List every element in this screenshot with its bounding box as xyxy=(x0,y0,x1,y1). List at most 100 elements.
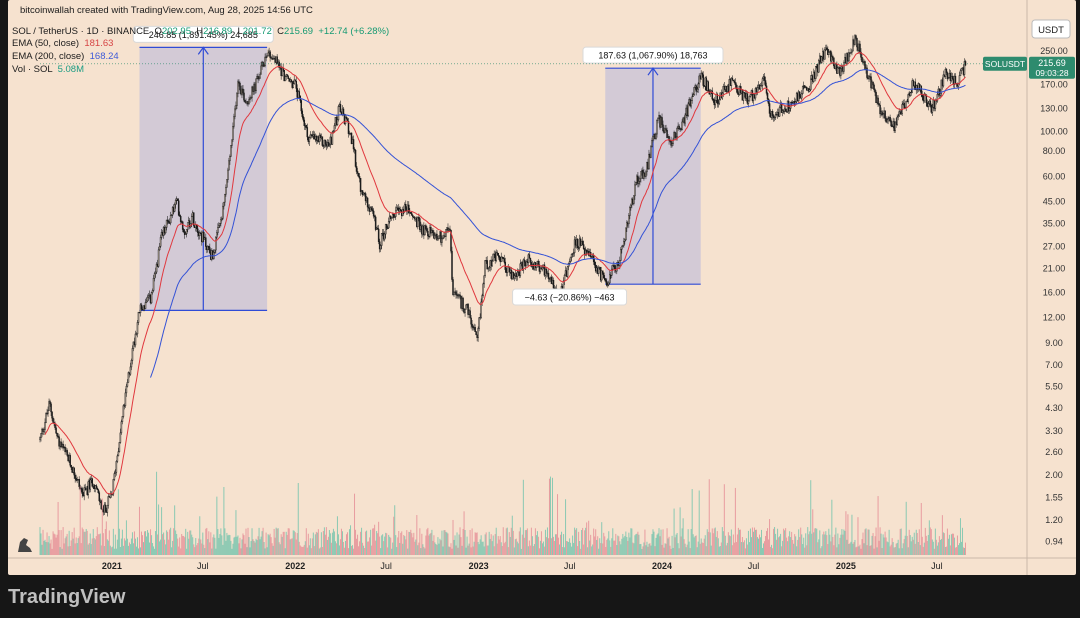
volume-bar xyxy=(838,544,840,555)
candle xyxy=(377,228,380,243)
ema50-legend[interactable]: EMA (50, close) 181.63 xyxy=(12,38,113,49)
symbol-title[interactable]: SOL / TetherUS · 1D · BINANCE xyxy=(12,26,150,37)
candle xyxy=(850,51,852,54)
candle xyxy=(48,401,50,411)
candle xyxy=(650,146,652,158)
volume-bar xyxy=(374,524,376,555)
volume-bar xyxy=(854,539,856,555)
volume-bar xyxy=(176,533,178,555)
volume-legend[interactable]: Vol · SOL 5.08M xyxy=(12,64,84,75)
volume-bar xyxy=(155,531,157,555)
volume-bar xyxy=(233,537,235,555)
volume-bar xyxy=(98,534,100,555)
volume-bar xyxy=(443,530,445,555)
volume-bar xyxy=(701,542,703,555)
volume-bar xyxy=(406,530,408,555)
volume-bar xyxy=(744,548,746,555)
measure-label: 246.85 (1,891.45%) 24,685 xyxy=(149,30,258,40)
volume-bar xyxy=(783,528,785,555)
volume-bar xyxy=(389,536,391,555)
candle xyxy=(462,297,464,309)
candle xyxy=(424,225,426,236)
price-tick-label: 9.00 xyxy=(1045,338,1063,348)
volume-bar xyxy=(524,530,526,555)
volume-bar xyxy=(483,546,485,555)
candle xyxy=(910,91,912,94)
volume-bar xyxy=(943,533,945,555)
volume-bar xyxy=(572,535,574,555)
volume-bar xyxy=(737,527,739,555)
candle xyxy=(756,87,759,93)
volume-bar xyxy=(857,517,859,555)
volume-bar xyxy=(344,540,346,555)
volume-bar xyxy=(611,538,613,555)
volume-bar xyxy=(644,529,646,555)
candle xyxy=(899,111,901,115)
volume-bar xyxy=(446,532,448,555)
last-price-value: 215.69 xyxy=(1038,58,1066,68)
candle xyxy=(57,435,59,438)
volume-bar xyxy=(846,539,848,555)
candle xyxy=(606,281,608,286)
volume-bar xyxy=(651,534,653,555)
candle xyxy=(227,169,229,180)
volume-bar xyxy=(888,529,890,555)
volume-bar xyxy=(240,548,242,555)
volume-bar xyxy=(549,476,551,555)
candle xyxy=(590,256,593,258)
volume-bar xyxy=(839,537,841,555)
candle xyxy=(478,317,480,329)
volume-bar xyxy=(827,544,829,555)
volume-bar xyxy=(205,528,207,555)
volume-bar xyxy=(862,532,864,555)
volume-bar xyxy=(194,547,196,555)
volume-bar xyxy=(252,539,254,555)
candle xyxy=(803,85,806,88)
volume-bar xyxy=(307,533,309,555)
volume-bar xyxy=(801,534,803,555)
volume-bar xyxy=(376,531,378,555)
candle xyxy=(877,97,879,105)
chart-panel[interactable]: 300.00250.00210.00170.00130.00100.0080.0… xyxy=(8,0,1076,575)
candle xyxy=(117,451,120,457)
volume-bar xyxy=(433,535,435,555)
candle xyxy=(581,240,584,245)
volume-bar xyxy=(145,531,147,555)
volume-bar xyxy=(791,531,793,555)
volume-bar xyxy=(962,547,964,555)
tradingview-dino-icon xyxy=(18,538,32,552)
price-chart[interactable]: 300.00250.00210.00170.00130.00100.0080.0… xyxy=(8,0,1076,575)
volume-bar xyxy=(503,543,505,555)
candle xyxy=(244,99,246,103)
candle xyxy=(58,436,60,447)
volume-bar xyxy=(502,527,504,555)
volume-bar xyxy=(313,546,315,555)
volume-bar xyxy=(618,536,620,555)
volume-bar xyxy=(529,545,531,555)
volume-bar xyxy=(415,539,417,555)
candle xyxy=(366,197,369,208)
candle xyxy=(656,119,658,135)
currency-selector[interactable] xyxy=(1031,19,1071,39)
volume-bar xyxy=(623,537,625,555)
volume-bar xyxy=(957,545,959,555)
ema200-legend[interactable]: EMA (200, close) 168.24 xyxy=(12,51,119,62)
volume-bar xyxy=(333,531,335,555)
volume-bar xyxy=(260,536,262,555)
volume-bar xyxy=(858,546,860,555)
candle xyxy=(474,327,476,332)
volume-bar xyxy=(251,528,253,555)
volume-bar xyxy=(97,534,99,555)
candle xyxy=(633,195,635,204)
volume-bar xyxy=(305,528,307,555)
candle xyxy=(749,94,752,97)
volume-bar xyxy=(678,548,680,555)
candle xyxy=(894,121,896,131)
volume-bar xyxy=(93,538,95,555)
volume-bar xyxy=(345,534,347,555)
candle xyxy=(840,68,842,76)
volume-bar xyxy=(108,530,110,555)
volume-bar xyxy=(830,541,832,555)
candle xyxy=(185,229,188,234)
volume-bar xyxy=(358,546,360,555)
